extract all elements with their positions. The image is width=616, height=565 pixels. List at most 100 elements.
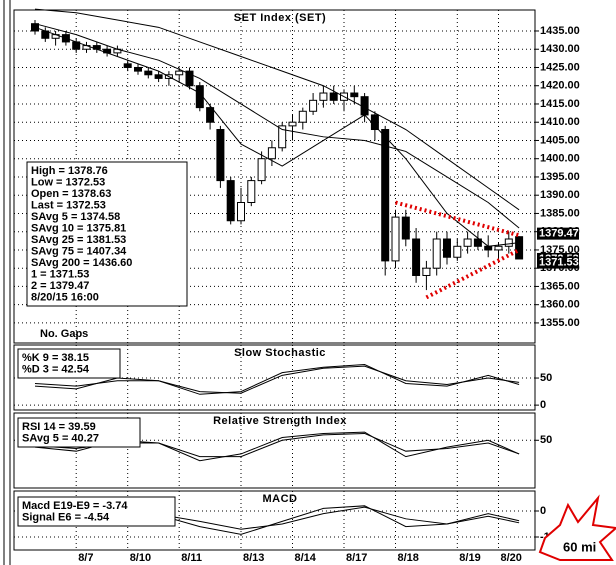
- info-text: %D 3 = 42.54: [22, 363, 90, 375]
- candle-body: [329, 92, 338, 101]
- candle-body: [443, 238, 451, 258]
- y-tick-label: 50: [540, 434, 552, 446]
- candle-body: [319, 92, 328, 101]
- y-tick-label: 1395.00: [540, 171, 580, 183]
- info-text: RSI 14 = 39.59: [22, 421, 96, 433]
- price-marker: [537, 256, 579, 269]
- candle-body: [412, 238, 421, 276]
- candle-body: [237, 202, 245, 222]
- y-tick-label: 1355.00: [540, 317, 580, 329]
- y-tick-label: 1435.00: [540, 25, 580, 37]
- y-tick-label: 1430.00: [540, 43, 580, 55]
- indicator-line: [34, 23, 520, 229]
- panel-title: SET Index (SET): [234, 12, 326, 24]
- badge-burst: [538, 494, 616, 561]
- note: No. Gaps: [40, 328, 88, 340]
- candle-body: [247, 180, 256, 204]
- info-text: SAvg 25 = 1381.53: [31, 234, 126, 246]
- info-box: [17, 348, 121, 379]
- info-text: 2 = 1379.47: [31, 280, 89, 292]
- candle-body: [134, 66, 142, 72]
- price-marker-label: 1379.47: [539, 228, 579, 240]
- candle-body: [267, 147, 276, 160]
- x-tick-label: 8/13: [243, 552, 264, 564]
- candle-body: [154, 74, 163, 79]
- info-text: Low = 1372.53: [31, 176, 105, 188]
- info-text: SAvg 200 = 1436.60: [31, 257, 132, 269]
- info-text: Open = 1378.63: [31, 188, 111, 200]
- panel-title: MACD: [263, 493, 298, 505]
- indicator-line: [34, 365, 520, 394]
- info-box: [26, 161, 188, 307]
- candle-body: [175, 70, 184, 76]
- trendline: [394, 200, 520, 238]
- candle-body: [278, 125, 287, 149]
- panel-frame: [13, 412, 536, 489]
- y-tick-label: 1375.00: [540, 244, 580, 256]
- info-text: Last = 1372.53: [31, 199, 106, 211]
- candle-body: [144, 70, 153, 76]
- indicator-line: [117, 506, 520, 530]
- x-tick-label: 8/7: [78, 552, 93, 564]
- info-text: High = 1378.76: [31, 165, 108, 177]
- candle-body: [288, 121, 297, 127]
- y-tick-label: 1365.00: [540, 280, 580, 292]
- y-tick-label: 1390.00: [540, 189, 580, 201]
- info-box: [17, 417, 141, 448]
- panel-title: Relative Strength Index: [213, 415, 347, 427]
- y-tick-label: 1405.00: [540, 134, 580, 146]
- y-tick-label: 1385.00: [540, 207, 580, 219]
- panel-frame: [13, 490, 536, 551]
- info-text: SAvg 75 = 1407.34: [31, 245, 127, 257]
- y-tick-label: 1425.00: [540, 61, 580, 73]
- price-marker: [537, 227, 579, 240]
- y-tick-label: 1420.00: [540, 80, 580, 92]
- info-text: 1 = 1371.53: [31, 268, 89, 280]
- trendline: [425, 248, 521, 300]
- candle-body: [473, 238, 482, 247]
- candle-body: [504, 238, 513, 247]
- candle-body: [453, 245, 462, 258]
- x-tick-label: 8/17: [346, 552, 367, 564]
- candle-body: [309, 99, 318, 112]
- y-tick-label: 1360.00: [540, 299, 580, 311]
- x-tick-label: 8/10: [130, 552, 151, 564]
- candle-body: [226, 180, 235, 222]
- price-marker-label: 1371.53: [539, 257, 579, 269]
- candle-body: [381, 129, 390, 262]
- indicator-line: [34, 8, 520, 211]
- info-text: Signal E6 = -4.54: [22, 511, 110, 523]
- indicator-line: [117, 505, 520, 535]
- x-tick-label: 8/18: [398, 552, 419, 564]
- panel-frame: [13, 344, 536, 411]
- candle-body: [185, 70, 194, 87]
- candle-body: [298, 110, 307, 123]
- info-text: Macd E19-E9 = -3.74: [22, 500, 128, 512]
- y-tick-label: 1400.00: [540, 153, 580, 165]
- candle-body: [370, 114, 379, 131]
- y-tick-label: 50: [540, 372, 552, 384]
- info-text: SAvg 5 = 1374.58: [31, 211, 120, 223]
- candle-body: [422, 267, 431, 276]
- candle-body: [257, 158, 266, 182]
- candle-body: [463, 238, 472, 247]
- candle-body: [216, 129, 225, 182]
- candle-body: [206, 107, 215, 123]
- x-tick-label: 8/20: [501, 552, 522, 564]
- info-text: SAvg 5 = 40.27: [22, 432, 99, 444]
- badge-text: 60 mi: [563, 539, 596, 554]
- candle-body: [432, 238, 441, 269]
- candle-body: [350, 92, 359, 98]
- x-tick-label: 8/14: [295, 552, 317, 564]
- info-text: 8/20/15 16:00: [31, 291, 99, 303]
- candle-body: [123, 63, 132, 68]
- x-tick-label: 8/11: [181, 552, 202, 564]
- candle-body: [515, 236, 524, 260]
- indicator-line: [34, 26, 520, 247]
- x-tick-label: 8/19: [459, 552, 480, 564]
- info-text: SAvg 10 = 1375.81: [31, 222, 126, 234]
- y-tick-label: 0: [540, 399, 546, 411]
- y-tick-label: 0: [540, 505, 546, 517]
- candle-body: [484, 245, 493, 251]
